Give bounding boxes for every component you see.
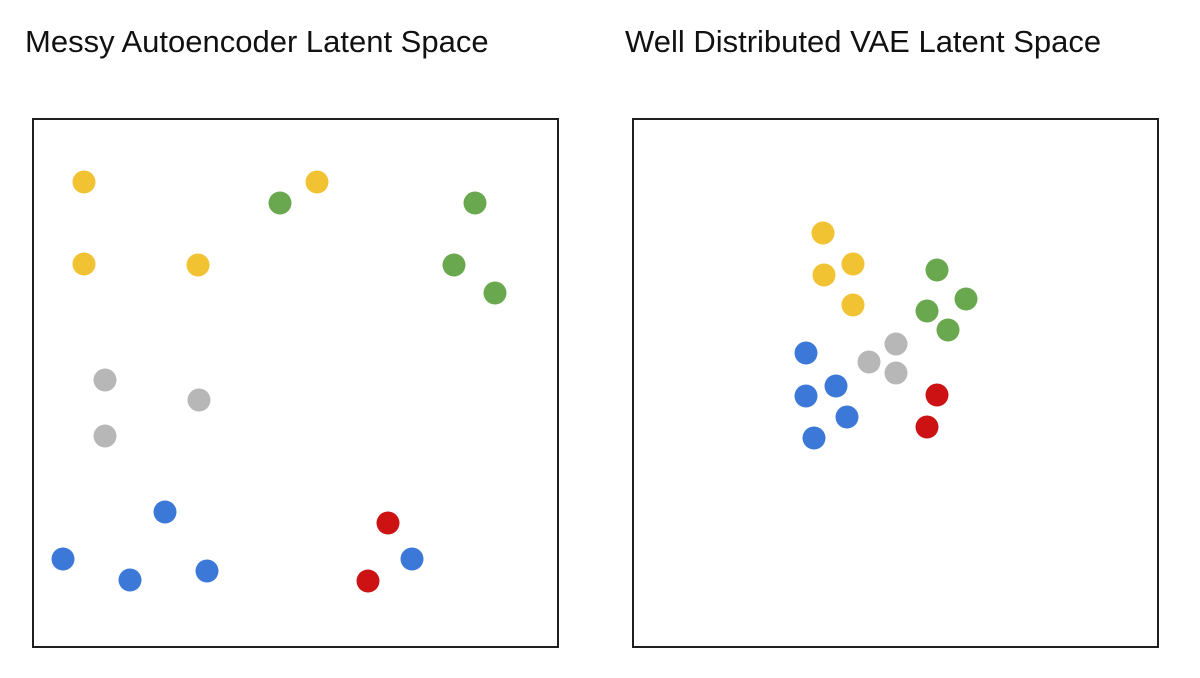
- data-point-red-class: [376, 511, 400, 535]
- vae-panel-title: Well Distributed VAE Latent Space: [625, 24, 1102, 59]
- data-point-blue-class: [118, 568, 142, 592]
- data-point-green-class: [268, 191, 292, 215]
- data-point-yellow-class: [812, 263, 836, 287]
- data-point-yellow-class: [811, 221, 835, 245]
- data-point-red-class: [925, 383, 949, 407]
- data-point-gray-class: [93, 368, 117, 392]
- data-point-blue-class: [794, 341, 818, 365]
- autoencoder-panel-title: Messy Autoencoder Latent Space: [25, 24, 489, 59]
- data-point-green-class: [954, 287, 978, 311]
- data-point-blue-class: [400, 547, 424, 571]
- data-point-green-class: [442, 253, 466, 277]
- data-point-green-class: [936, 318, 960, 342]
- data-point-red-class: [915, 415, 939, 439]
- panel-vae: Well Distributed VAE Latent Space: [600, 0, 1200, 678]
- data-point-blue-class: [195, 559, 219, 583]
- autoencoder-latent-scatter-plot: [32, 118, 559, 648]
- data-point-red-class: [356, 569, 380, 593]
- data-point-yellow-class: [841, 293, 865, 317]
- data-point-yellow-class: [72, 252, 96, 276]
- data-point-green-class: [483, 281, 507, 305]
- data-point-blue-class: [794, 384, 818, 408]
- data-point-blue-class: [153, 500, 177, 524]
- data-point-yellow-class: [186, 253, 210, 277]
- data-point-gray-class: [884, 332, 907, 356]
- data-point-gray-class: [187, 388, 211, 412]
- data-point-yellow-class: [72, 170, 96, 194]
- data-point-gray-class: [884, 361, 907, 385]
- panel-autoencoder: Messy Autoencoder Latent Space: [25, 24, 559, 648]
- data-point-blue-class: [51, 547, 75, 571]
- vae-latent-scatter-plot: [632, 118, 1159, 648]
- data-point-gray-class: [93, 424, 117, 448]
- data-point-blue-class: [824, 374, 848, 398]
- data-point-green-class: [463, 191, 487, 215]
- data-point-gray-class: [857, 350, 881, 374]
- data-point-green-class: [925, 258, 949, 282]
- data-point-green-class: [915, 299, 939, 323]
- data-point-yellow-class: [841, 252, 865, 276]
- data-point-yellow-class: [305, 170, 329, 194]
- data-point-blue-class: [802, 426, 826, 450]
- data-point-blue-class: [835, 405, 859, 429]
